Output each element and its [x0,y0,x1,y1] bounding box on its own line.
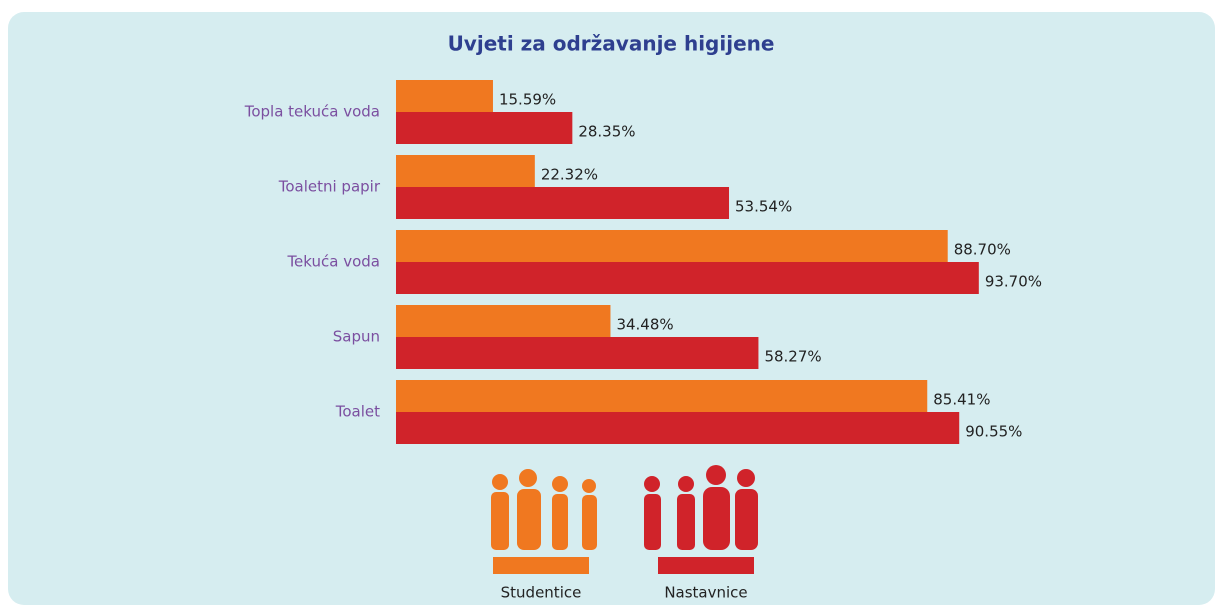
value-label: 34.48% [616,316,673,334]
legend-swatch [493,557,589,574]
bar [396,230,948,262]
legend-label: Nastavnice [664,584,747,602]
category-label: Topla tekuća voda [244,103,380,121]
chart-title: Uvjeti za održavanje higijene [448,32,775,56]
bar [396,412,959,444]
category-label: Toalet [335,403,380,421]
bar [396,305,610,337]
bar [396,262,979,294]
category-label: Sapun [333,328,380,346]
legend-label: Studentice [501,584,582,602]
value-label: 28.35% [578,123,635,141]
chart: Uvjeti za održavanje higijene Topla teku… [0,0,1223,610]
value-label: 22.32% [541,166,598,184]
bar [396,337,758,369]
bar [396,380,927,412]
value-label: 90.55% [965,423,1022,441]
bar [396,187,729,219]
value-label: 58.27% [764,348,821,366]
bar [396,155,535,187]
category-label: Tekuća voda [286,253,380,271]
value-label: 15.59% [499,91,556,109]
value-label: 88.70% [954,241,1011,259]
legend-swatch [658,557,754,574]
bar [396,80,493,112]
value-label: 53.54% [735,198,792,216]
bar [396,112,572,144]
panel [8,12,1215,605]
category-label: Toaletni papir [278,178,381,196]
value-label: 85.41% [933,391,990,409]
value-label: 93.70% [985,273,1042,291]
